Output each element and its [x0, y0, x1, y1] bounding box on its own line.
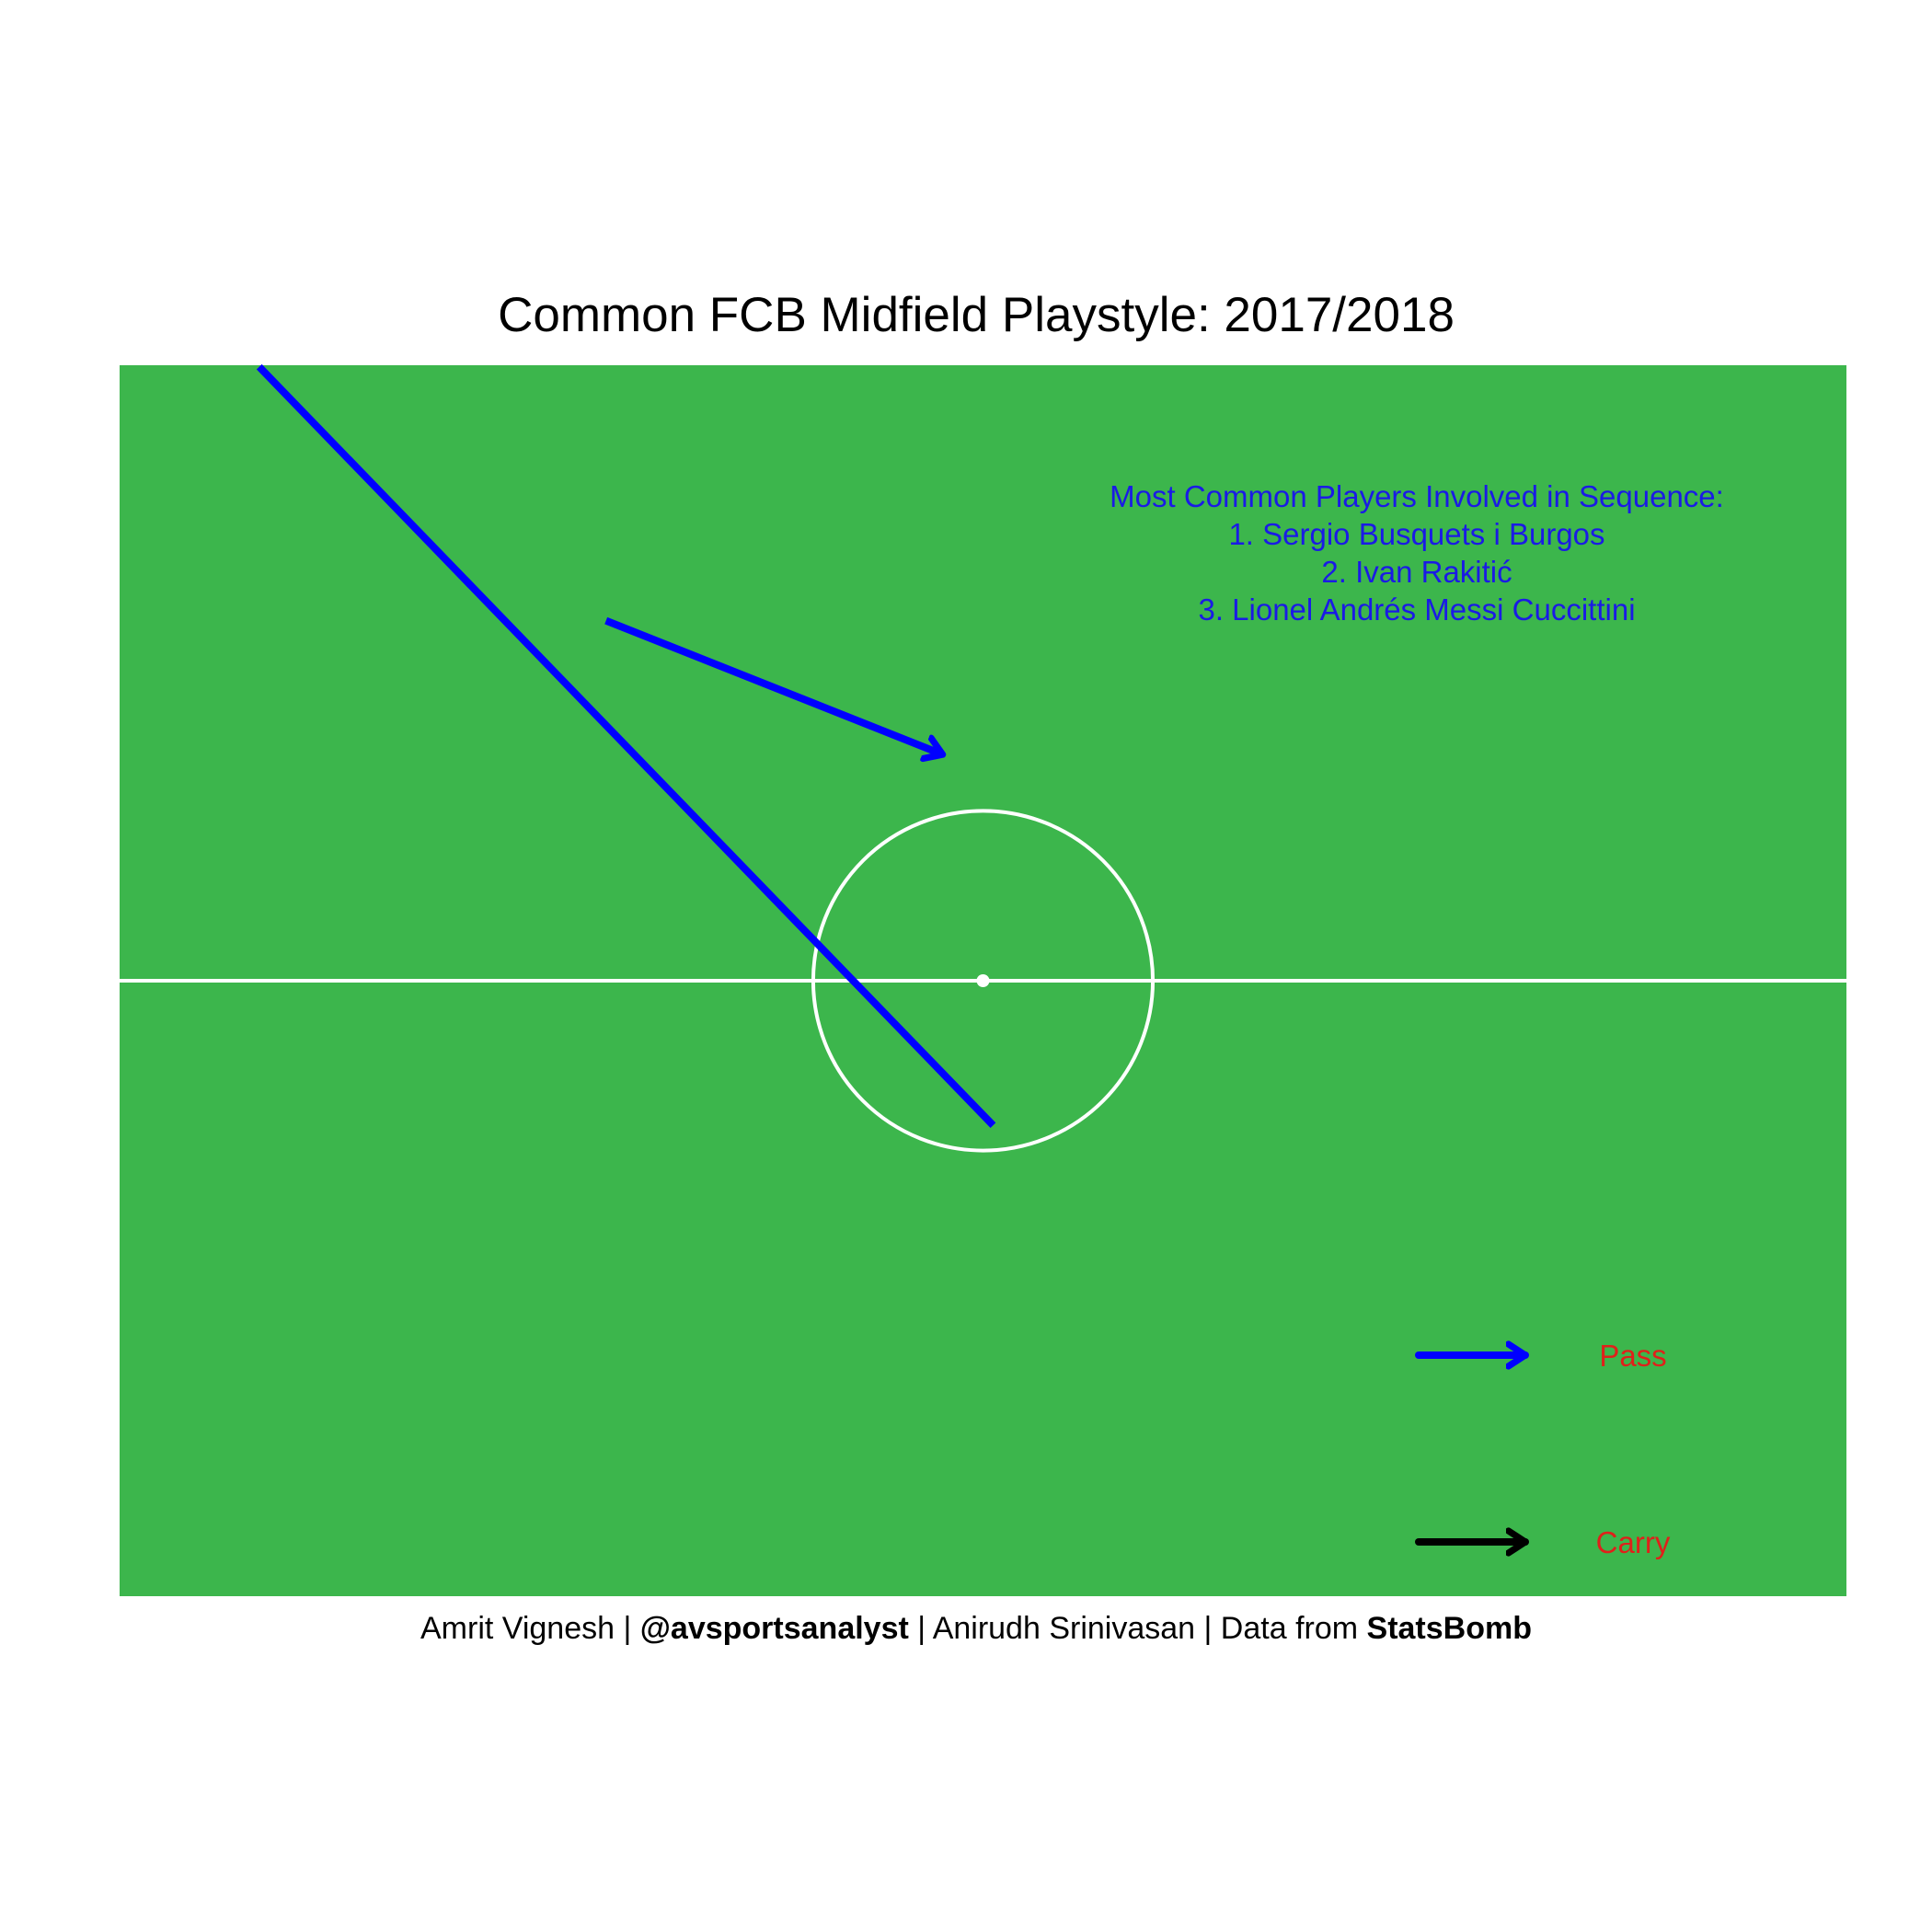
player-list-item: 3. Lionel Andrés Messi Cuccittini	[1198, 592, 1635, 627]
legend-pass-label: Pass	[1599, 1339, 1666, 1373]
center-spot	[976, 974, 990, 987]
caption-source: StatsBomb	[1366, 1611, 1532, 1646]
caption-handle: @avsportsanalyst	[639, 1611, 909, 1646]
pass-arrow-long	[604, 616, 943, 755]
players-heading: Most Common Players Involved in Sequence…	[1110, 479, 1724, 513]
caption-data-from: | Data from	[1195, 1611, 1367, 1646]
caption-author: Amrit Vignesh	[420, 1611, 615, 1646]
player-list-item: 1. Sergio Busquets i Burgos	[1228, 517, 1604, 551]
pass-line-diagonal	[256, 363, 996, 1128]
legend-carry-label: Carry	[1596, 1525, 1671, 1559]
player-list-item: 2. Ivan Rakitić	[1321, 555, 1512, 589]
arrows-layer	[256, 363, 996, 1128]
caption-separator: |	[908, 1611, 933, 1646]
caption-separator: |	[615, 1611, 640, 1646]
center-circle	[811, 809, 1156, 1153]
caption-coauthor: Anirudh Srinivasan	[932, 1611, 1196, 1646]
legend: Pass Carry	[1415, 1339, 1671, 1559]
caption: Amrit Vignesh | @avsportsanalyst | Aniru…	[0, 1606, 1932, 1650]
chart-title: Common FCB Midfield Playstyle: 2017/2018	[498, 288, 1455, 342]
